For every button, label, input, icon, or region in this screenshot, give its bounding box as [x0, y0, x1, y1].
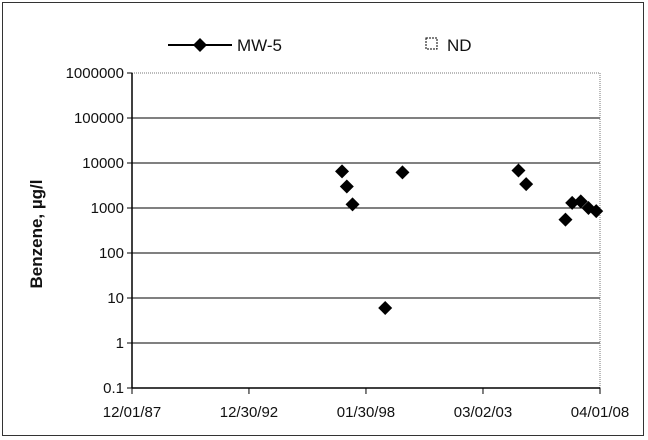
x-tick-labels: 12/01/87 12/30/92 01/30/98 03/02/03 04/01/08: [103, 404, 629, 421]
x-tick-label: 04/01/08: [571, 404, 629, 421]
data-point: [395, 165, 410, 180]
gridlines: [132, 117, 600, 344]
x-tick-label: 12/30/92: [220, 404, 278, 421]
y-tick-label: 10000: [82, 155, 124, 172]
data-point: [558, 212, 573, 227]
chart-frame: [2, 2, 644, 436]
data-point: [519, 177, 534, 192]
legend: MW-5 ND: [168, 36, 472, 55]
y-tick-label: 10: [107, 290, 124, 307]
data-point: [511, 163, 526, 178]
data-points: [335, 163, 604, 315]
data-point: [345, 197, 360, 212]
y-tick-label: 100000: [74, 110, 124, 127]
data-point: [573, 194, 588, 209]
y-tick-label: 1000: [91, 200, 124, 217]
x-tick-label: 01/30/98: [337, 404, 395, 421]
data-point: [378, 300, 393, 315]
y-tick-label: 0.1: [103, 380, 124, 397]
y-axis-label: Benzene, µg/l: [27, 180, 46, 289]
y-tick-label: 1000000: [66, 65, 124, 82]
legend-label-mw5: MW-5: [237, 36, 282, 55]
data-point: [339, 179, 354, 194]
y-tick-label: 100: [99, 245, 124, 262]
data-point: [565, 195, 580, 210]
x-tick-label: 03/02/03: [454, 404, 512, 421]
data-point: [589, 204, 604, 219]
axes: [127, 72, 601, 394]
legend-marker-nd: [425, 37, 438, 50]
data-point: [335, 164, 350, 179]
x-tick-label: 12/01/87: [103, 404, 161, 421]
legend-marker-mw5: [193, 38, 207, 52]
y-tick-label: 1: [116, 335, 124, 352]
y-tick-labels: 0.1 1 10 100 1000 10000 100000 1000000: [66, 65, 124, 397]
legend-label-nd: ND: [447, 36, 472, 55]
